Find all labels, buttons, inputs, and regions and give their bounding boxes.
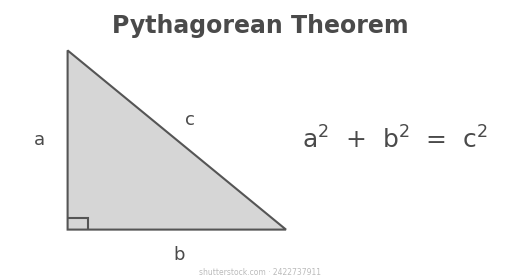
Text: Pythagorean Theorem: Pythagorean Theorem: [112, 14, 408, 38]
Text: b: b: [174, 246, 185, 264]
Text: shutterstock.com · 2422737911: shutterstock.com · 2422737911: [199, 268, 321, 277]
Text: a: a: [33, 131, 45, 149]
Polygon shape: [68, 50, 286, 230]
Text: c: c: [185, 111, 194, 129]
Text: $\mathsf{a}^{\mathsf{2}}$  +  $\mathsf{b}^{\mathsf{2}}$  =  $\mathsf{c}^{\mathsf: $\mathsf{a}^{\mathsf{2}}$ + $\mathsf{b}^…: [302, 126, 488, 154]
